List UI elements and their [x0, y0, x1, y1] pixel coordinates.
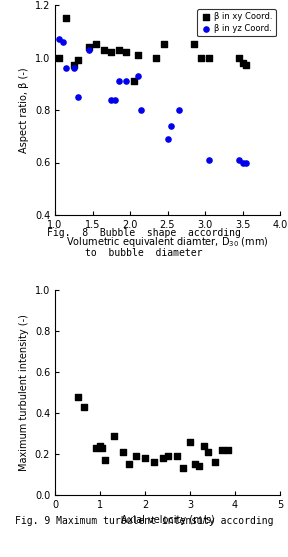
- β in xy Coord.: [131, 77, 136, 86]
- Text: Fig.  8  Bubble  shape  according: Fig. 8 Bubble shape according: [47, 228, 241, 238]
- Point: [201, 441, 206, 450]
- β in yz Coord.: [113, 95, 117, 104]
- β in xy Coord.: [75, 56, 80, 65]
- Point: [82, 402, 87, 411]
- β in yz Coord.: [240, 158, 245, 167]
- β in yz Coord.: [109, 95, 113, 104]
- β in xy Coord.: [244, 61, 249, 70]
- β in xy Coord.: [154, 53, 159, 62]
- Point: [143, 453, 147, 462]
- β in xy Coord.: [109, 48, 113, 57]
- Legend: β in xy Coord., β in yz Coord.: β in xy Coord., β in yz Coord.: [197, 9, 276, 36]
- β in xy Coord.: [116, 45, 121, 54]
- Point: [152, 458, 156, 467]
- Point: [174, 452, 179, 461]
- Point: [219, 446, 224, 455]
- β in xy Coord.: [162, 40, 166, 49]
- Point: [192, 460, 197, 468]
- β in yz Coord.: [75, 92, 80, 101]
- β in xy Coord.: [64, 14, 69, 23]
- β in yz Coord.: [236, 155, 241, 164]
- Point: [127, 460, 132, 468]
- β in xy Coord.: [240, 58, 245, 67]
- Point: [197, 462, 201, 471]
- Point: [93, 443, 98, 452]
- β in xy Coord.: [101, 45, 106, 54]
- β in yz Coord.: [60, 37, 65, 46]
- β in xy Coord.: [86, 42, 91, 51]
- β in yz Coord.: [56, 35, 61, 43]
- Text: to  bubble  diameter: to bubble diameter: [85, 248, 203, 258]
- Point: [98, 441, 102, 450]
- β in yz Coord.: [124, 77, 128, 86]
- β in xy Coord.: [192, 40, 196, 49]
- β in yz Coord.: [206, 155, 211, 164]
- Text: Fig. 9 Maximum turbulent intensity according: Fig. 9 Maximum turbulent intensity accor…: [15, 516, 273, 526]
- β in yz Coord.: [86, 45, 91, 54]
- Point: [226, 446, 231, 455]
- Point: [75, 392, 80, 401]
- β in xy Coord.: [94, 40, 98, 49]
- Point: [161, 453, 165, 462]
- β in yz Coord.: [169, 121, 174, 130]
- β in xy Coord.: [199, 53, 204, 62]
- Point: [134, 452, 138, 461]
- β in xy Coord.: [206, 53, 211, 62]
- Point: [165, 452, 170, 461]
- β in xy Coord.: [236, 53, 241, 62]
- X-axis label: Volumetric equivalent diamter, D$_{30}$ (mm): Volumetric equivalent diamter, D$_{30}$ …: [66, 236, 269, 250]
- Point: [181, 464, 185, 473]
- β in xy Coord.: [135, 51, 140, 60]
- β in yz Coord.: [135, 71, 140, 80]
- β in xy Coord.: [56, 53, 61, 62]
- X-axis label: Axial velocity (m/s): Axial velocity (m/s): [121, 515, 214, 525]
- Point: [102, 456, 107, 465]
- Point: [213, 458, 217, 467]
- Point: [206, 447, 210, 456]
- β in xy Coord.: [71, 61, 76, 70]
- β in yz Coord.: [139, 105, 143, 114]
- β in yz Coord.: [244, 158, 249, 167]
- Point: [100, 443, 105, 452]
- β in yz Coord.: [165, 134, 170, 143]
- β in yz Coord.: [177, 105, 181, 114]
- Y-axis label: Maximum turbulent intensity (-): Maximum turbulent intensity (-): [19, 314, 29, 471]
- β in xy Coord.: [124, 48, 128, 57]
- β in yz Coord.: [116, 77, 121, 86]
- Point: [120, 447, 125, 456]
- β in yz Coord.: [71, 63, 76, 72]
- Point: [111, 431, 116, 440]
- Point: [188, 437, 192, 446]
- β in yz Coord.: [64, 63, 69, 72]
- Y-axis label: Aspect ratio, β (-): Aspect ratio, β (-): [19, 67, 29, 153]
